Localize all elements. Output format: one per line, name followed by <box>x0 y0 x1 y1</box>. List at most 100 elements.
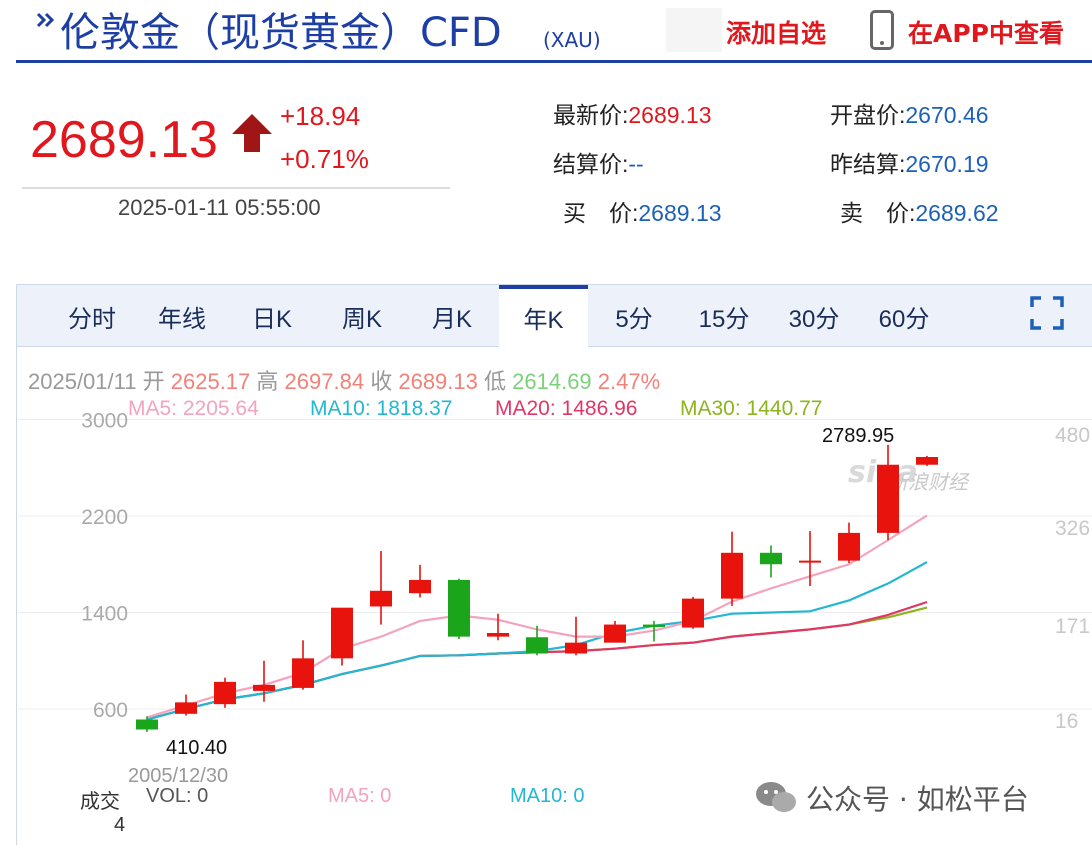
tab-intraday[interactable]: 分时 <box>68 306 116 333</box>
chart-panel <box>16 284 1092 845</box>
volume-label: 成交 <box>80 791 120 813</box>
candle-body <box>604 624 626 643</box>
tab-60min[interactable]: 60分 <box>878 306 930 333</box>
ad-placeholder <box>666 8 722 52</box>
legend-ma30: MA30: 1440.77 <box>680 397 823 420</box>
candle-body <box>253 684 275 691</box>
tab-yearly-k[interactable]: 年K <box>499 285 588 348</box>
candle-body <box>682 598 704 628</box>
candle-body <box>838 532 860 561</box>
view-in-app-button[interactable]: 在APP中查看 <box>908 19 1064 48</box>
field-value: 2689.13 <box>638 200 722 226</box>
ohlc-open-label: 开 <box>142 369 165 394</box>
instrument-code: (XAU) <box>543 28 601 52</box>
tab-weekly-k[interactable]: 周K <box>341 306 382 333</box>
field-value: -- <box>628 151 644 177</box>
candle-body <box>214 681 236 705</box>
legend-ma10: MA10: 1818.37 <box>310 397 453 420</box>
price-change: +18.94 <box>280 101 361 131</box>
wechat-icon <box>756 782 796 812</box>
field-label: 卖 价: <box>840 200 916 226</box>
double-chevron-icon <box>36 12 55 28</box>
field-latest: 最新价:2689.13 <box>553 96 712 130</box>
tab-monthly-k[interactable]: 月K <box>431 306 472 333</box>
page-header: 伦敦金（现货黄金）CFD (XAU) 添加自选 在APP中查看 <box>0 0 1092 64</box>
right-tick-label: 326 <box>1055 517 1090 540</box>
quote-datetime: 2025-01-11 05:55:00 <box>118 195 321 220</box>
field-label: 买 价: <box>563 200 639 226</box>
volume-ma5: MA5: 0 <box>328 785 392 807</box>
candle-body <box>448 579 470 637</box>
ohlc-close: 2689.13 <box>398 369 478 394</box>
phone-icon[interactable] <box>870 10 894 50</box>
candle-body <box>136 719 158 730</box>
footer-watermark: 公众号 · 如松平台 <box>806 783 1029 816</box>
instrument-title: 伦敦金（现货黄金）CFD <box>60 10 502 56</box>
candle-body <box>877 464 899 533</box>
y-tick-label: 2200 <box>81 506 128 529</box>
tab-daily-k[interactable]: 日K <box>251 306 292 333</box>
candle-body <box>175 702 197 714</box>
candle-body <box>565 642 587 654</box>
candle-body <box>643 624 665 627</box>
tab-30min[interactable]: 30分 <box>788 306 840 333</box>
candle-body <box>916 457 938 465</box>
volume-value: 4 <box>114 814 126 836</box>
ohlc-low: 2614.69 <box>512 369 592 394</box>
candle-body <box>721 552 743 599</box>
y-tick-label: 600 <box>93 699 128 722</box>
field-value: 2689.13 <box>628 102 712 128</box>
volume-ma10: MA10: 0 <box>510 785 585 807</box>
field-prev-settlement: 昨结算:2670.19 <box>830 145 989 179</box>
ohlc-open: 2625.17 <box>170 369 251 394</box>
x-axis-first-date: 2005/12/30 <box>128 765 228 787</box>
price-change-percent: +0.71% <box>280 144 369 174</box>
legend-ma20: MA20: 1486.96 <box>495 397 638 420</box>
right-tick-label: 16 <box>1055 710 1078 733</box>
candle-body <box>760 552 782 565</box>
field-open: 开盘价:2670.46 <box>830 96 989 130</box>
candle-body <box>292 658 314 688</box>
legend-ma5: MA5: 2205.64 <box>128 397 259 420</box>
ohlc-high: 2697.84 <box>284 369 365 394</box>
max-label: 2789.95 <box>822 425 894 447</box>
tab-year-line[interactable]: 年线 <box>158 306 206 333</box>
right-tick-label: 171 <box>1055 615 1090 638</box>
ohlc-close-label: 收 <box>370 369 393 394</box>
add-watchlist-button[interactable]: 添加自选 <box>726 19 827 48</box>
field-label: 结算价: <box>553 151 629 177</box>
tab-15min[interactable]: 15分 <box>698 306 750 333</box>
candle-body <box>409 579 431 594</box>
right-tick-label: 480 <box>1055 424 1090 447</box>
ohlc-low-label: 低 <box>484 369 507 394</box>
ohlc-range: 2.47% <box>597 369 661 394</box>
field-label: 最新价: <box>553 102 629 128</box>
candle-body <box>370 590 392 607</box>
tab-5min[interactable]: 5分 <box>615 306 653 333</box>
field-bid: 买 价:2689.13 <box>563 194 722 228</box>
volume-vol: VOL: 0 <box>146 785 209 807</box>
field-value: 2670.46 <box>905 102 989 128</box>
period-tabbar: 分时 年线 日K 周K 月K 年K 5分 15分 30分 60分 <box>17 285 1092 348</box>
ohlc-readout: 2025/01/11 开 2625.17 高 2697.84 收 2689.13… <box>28 364 660 396</box>
header-divider <box>16 60 1092 63</box>
field-ask: 卖 价:2689.62 <box>840 194 999 228</box>
candle-body <box>487 633 509 637</box>
sina-watermark-cn: 新浪财经 <box>888 470 968 494</box>
candle-body <box>331 607 353 659</box>
min-label: 410.40 <box>166 737 227 759</box>
ohlc-date: 2025/01/11 <box>28 369 137 394</box>
current-price: 2689.13 <box>30 111 218 169</box>
y-tick-label: 3000 <box>81 410 128 433</box>
ohlc-high-label: 高 <box>256 369 279 394</box>
field-settlement: 结算价:-- <box>553 145 644 179</box>
fullscreen-icon[interactable] <box>1030 296 1064 330</box>
y-tick-label: 1400 <box>81 603 128 626</box>
field-label: 开盘价: <box>830 102 906 128</box>
quote-divider <box>22 187 450 189</box>
field-value: 2670.19 <box>905 151 989 177</box>
price-up-arrow-icon <box>232 114 272 152</box>
candle-body <box>526 637 548 654</box>
field-value: 2689.62 <box>915 200 999 226</box>
